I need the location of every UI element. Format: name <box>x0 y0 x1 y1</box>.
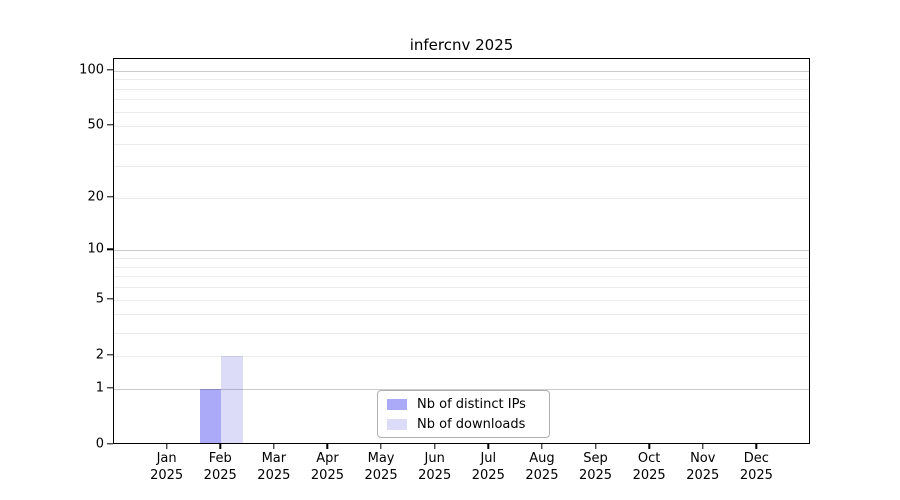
x-tick-year: 2025 <box>364 467 398 483</box>
x-tick <box>273 444 275 449</box>
legend-swatch-distinct-ips <box>387 398 407 410</box>
y-tick-label: 5 <box>95 291 104 307</box>
x-tick-month: Dec <box>743 451 769 466</box>
gridline-minor <box>114 355 809 357</box>
y-tick <box>107 248 113 251</box>
x-tick <box>541 444 543 449</box>
legend-swatch-downloads <box>387 418 407 430</box>
x-tick-year: 2025 <box>525 467 559 483</box>
y-tick <box>107 297 113 300</box>
x-tick <box>219 444 221 449</box>
legend-item-downloads: Nb of downloads <box>387 417 540 432</box>
legend-label-distinct-ips: Nb of distinct IPs <box>417 396 526 412</box>
x-tick <box>326 444 329 449</box>
x-tick-month: Sep <box>583 451 608 466</box>
x-tick-month: Jul <box>480 451 497 466</box>
x-tick-month: Feb <box>208 451 232 466</box>
gridline-minor <box>114 332 809 334</box>
x-tick-month: Jan <box>156 451 177 466</box>
x-tick-year: 2025 <box>578 467 613 483</box>
gridline-minor <box>114 287 809 289</box>
x-tick-year: 2025 <box>686 467 720 483</box>
gridline-minor <box>114 111 809 113</box>
x-tick-year: 2025 <box>632 467 666 483</box>
gridline-minor <box>114 79 809 81</box>
x-tick-label: Feb 2025 <box>204 451 237 484</box>
x-tick-label: Jul 2025 <box>472 451 505 484</box>
legend: Nb of distinct IPs Nb of downloads <box>377 390 550 438</box>
x-tick-year: 2025 <box>150 467 184 483</box>
gridline-major <box>114 388 809 390</box>
gridline-minor <box>114 299 809 301</box>
grid-layer <box>114 59 809 443</box>
x-tick-year: 2025 <box>257 467 291 483</box>
x-tick-label: Sep 2025 <box>579 451 612 484</box>
x-tick-month: Aug <box>529 451 555 466</box>
x-tick-label: Dec 2025 <box>740 451 773 484</box>
gridline-major <box>114 250 809 252</box>
x-tick-month: Apr <box>316 451 339 466</box>
legend-label-downloads: Nb of downloads <box>417 416 526 432</box>
y-tick <box>107 443 113 445</box>
x-tick-month: May <box>367 451 395 466</box>
x-tick-month: Oct <box>637 451 661 466</box>
gridline-minor <box>114 88 809 90</box>
gridline-minor <box>114 266 809 268</box>
y-tick <box>107 354 113 356</box>
y-tick-label: 10 <box>87 241 104 257</box>
y-tick-label: 2 <box>95 347 104 363</box>
x-tick <box>755 444 758 449</box>
x-tick-label: Jun 2025 <box>418 451 451 484</box>
gridline-minor <box>114 258 809 260</box>
y-tick-label: 1 <box>95 380 104 396</box>
x-tick-month: Nov <box>690 451 716 466</box>
gridline-minor <box>114 276 809 278</box>
y-tick <box>107 68 113 71</box>
x-tick-label: Mar 2025 <box>257 451 290 484</box>
x-tick-month: Mar <box>261 451 287 466</box>
x-tick <box>380 444 382 449</box>
gridline-minor <box>114 198 809 200</box>
y-tick-label: 20 <box>87 189 104 205</box>
x-tick <box>648 444 650 449</box>
chart-title: infercnv 2025 <box>409 36 514 54</box>
plot-area <box>113 58 810 444</box>
gridline-minor <box>114 314 809 316</box>
x-tick <box>433 444 436 449</box>
x-tick-label: Apr 2025 <box>311 451 344 484</box>
x-tick-label: May 2025 <box>365 451 398 484</box>
bar-downloads <box>221 355 243 443</box>
x-tick-year: 2025 <box>739 467 773 483</box>
x-tick-year: 2025 <box>471 467 505 483</box>
x-tick-year: 2025 <box>418 467 452 483</box>
y-tick <box>107 124 113 126</box>
x-tick-label: Aug 2025 <box>525 451 558 484</box>
y-tick-label: 100 <box>79 62 104 78</box>
bars-layer <box>114 59 809 443</box>
gridline-minor <box>114 126 809 128</box>
gridline-minor <box>114 99 809 101</box>
x-tick-label: Oct 2025 <box>633 451 666 484</box>
x-tick-year: 2025 <box>310 467 344 483</box>
bar-distinct-ips <box>199 388 222 443</box>
y-tick <box>107 387 113 389</box>
x-tick <box>594 444 597 449</box>
gridline-major <box>114 70 809 72</box>
y-tick <box>107 196 113 198</box>
gridline-minor <box>114 166 809 168</box>
y-tick-label: 50 <box>87 117 104 133</box>
legend-item-distinct-ips: Nb of distinct IPs <box>387 397 540 412</box>
x-tick-label: Jan 2025 <box>150 451 183 484</box>
x-tick-month: Jun <box>424 451 445 466</box>
x-tick-label: Nov 2025 <box>686 451 719 484</box>
gridline-minor <box>114 143 809 145</box>
y-tick-label: 0 <box>95 436 104 452</box>
x-tick <box>487 444 489 449</box>
x-tick-year: 2025 <box>203 467 237 483</box>
x-tick <box>165 444 168 449</box>
x-tick <box>702 444 704 449</box>
